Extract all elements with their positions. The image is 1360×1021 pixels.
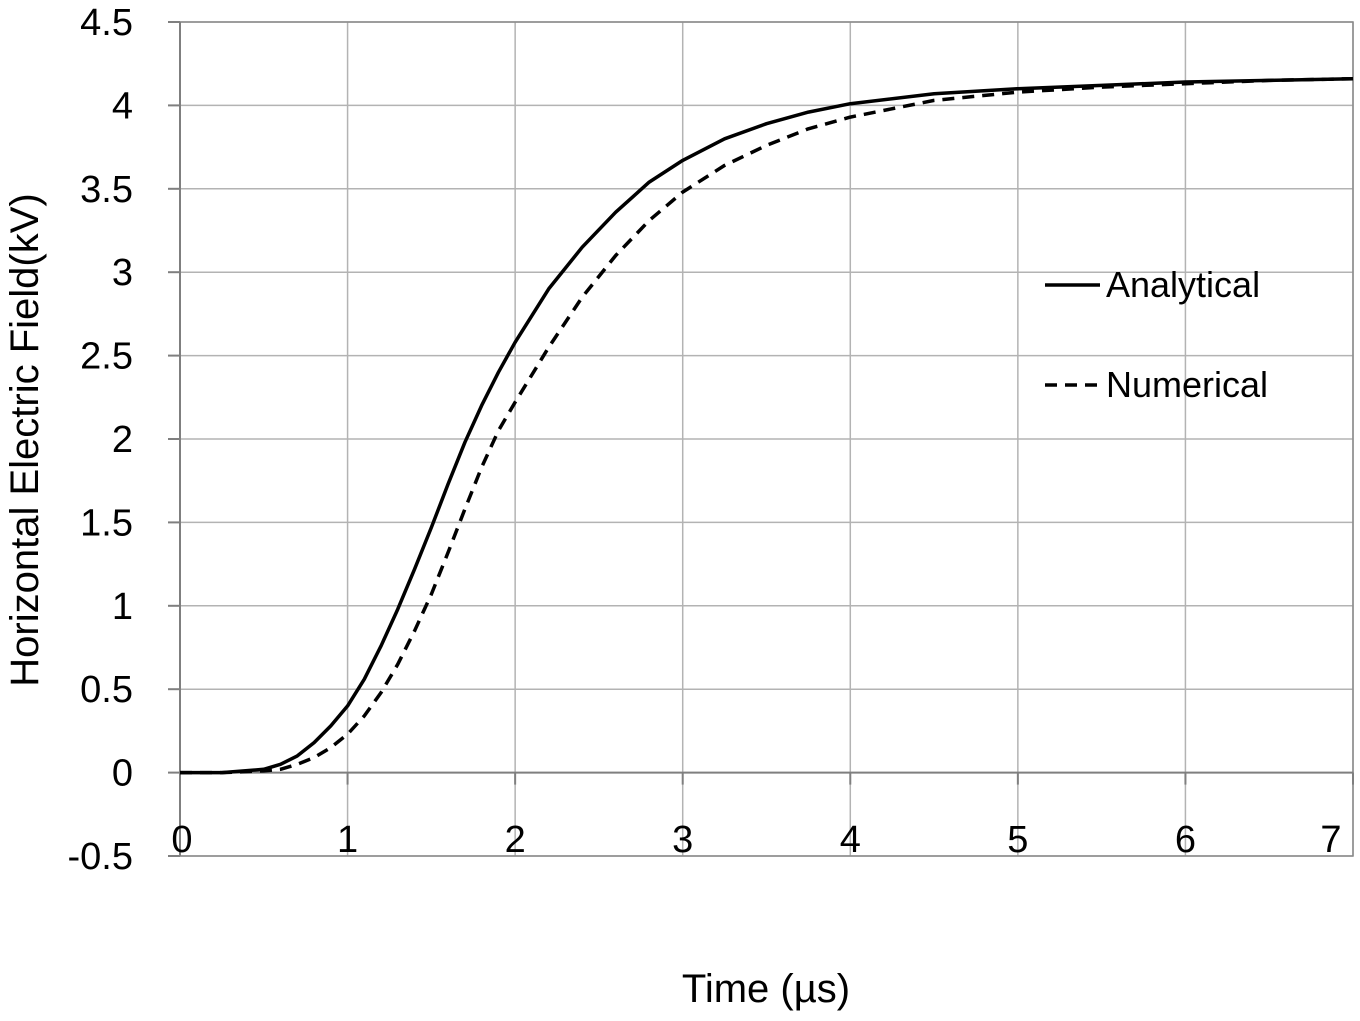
x-tick-label: 3	[672, 819, 693, 861]
y-tick-label: 4	[112, 85, 133, 127]
y-tick-label: 2	[112, 419, 133, 461]
y-axis-title: Horizontal Electric Field(kV)	[3, 193, 47, 686]
legend: Analytical Numerical	[1045, 264, 1268, 405]
x-tick-label: 0	[171, 819, 192, 861]
x-tick-label: 4	[840, 819, 861, 861]
y-tick-label: 0	[112, 753, 133, 795]
y-axis-tick-labels: -0.5 0 0.5 1 1.5 2 2.5 3 3.5 4 4.5	[68, 2, 133, 878]
y-tick-label: -0.5	[68, 836, 133, 878]
x-tick-label: 7	[1320, 819, 1341, 861]
series-line-analytical	[180, 76, 1354, 775]
y-tick-label: 0.5	[80, 669, 133, 711]
x-tick-label: 2	[505, 819, 526, 861]
x-tick-label: 5	[1007, 819, 1028, 861]
y-tick-label: 3	[112, 252, 133, 294]
y-tick-label: 2.5	[80, 336, 133, 378]
legend-label-analytical: Analytical	[1106, 264, 1260, 305]
series-lines	[180, 76, 1354, 775]
x-axis-tick-labels: 0 1 2 3 4 5 6 7	[171, 819, 1341, 861]
x-tick-label: 1	[337, 819, 358, 861]
y-tick-label: 3.5	[80, 169, 133, 211]
x-tick-label: 6	[1175, 819, 1196, 861]
x-axis-title: Time (µs)	[682, 967, 850, 1011]
y-tick-label: 4.5	[80, 2, 133, 44]
y-tick-label: 1.5	[80, 502, 133, 544]
y-tick-label: 1	[112, 586, 133, 628]
series-line-numerical	[180, 76, 1354, 775]
axis-lines	[168, 21, 1354, 857]
grid-lines	[179, 21, 1354, 857]
legend-label-numerical: Numerical	[1106, 364, 1268, 405]
